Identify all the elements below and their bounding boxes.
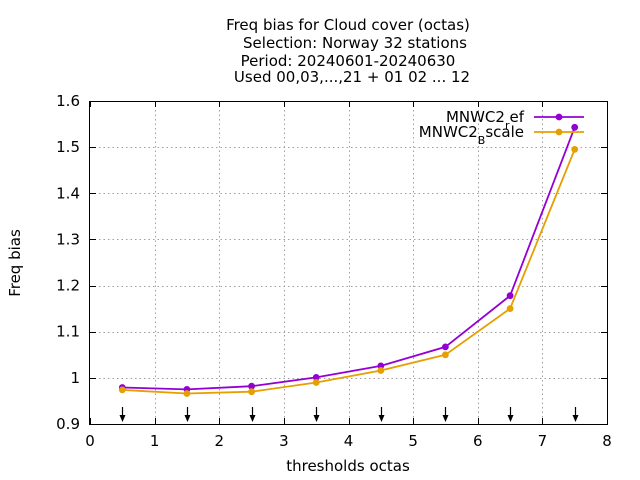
y-tick-label: 1.2 xyxy=(56,277,80,295)
title-line-3: Period: 20240601-20240630 xyxy=(241,52,456,70)
arrow-head xyxy=(378,415,385,422)
data-point xyxy=(118,386,126,394)
data-point xyxy=(312,374,320,381)
x-tick-label: 7 xyxy=(538,432,548,450)
series-line xyxy=(122,126,576,391)
down-arrow-marker xyxy=(442,407,449,422)
arrow-head xyxy=(184,415,191,422)
legend-rest: scale xyxy=(485,123,524,141)
x-tick-label: 3 xyxy=(279,432,289,450)
tick-labels: 0 1 2 3 4 5 6 7 8 0.9 1 1.1 1.2 1.3 1.4 1.5 1.6 xyxy=(56,92,612,450)
legend-swatch-point xyxy=(555,128,563,136)
data-point xyxy=(571,146,579,153)
x-tick-label: 4 xyxy=(344,432,354,450)
series-1 xyxy=(118,123,579,393)
grid-lines xyxy=(90,101,607,424)
arrow-head xyxy=(313,415,320,422)
data-point xyxy=(442,343,449,351)
down-arrow-marker xyxy=(572,407,579,422)
series-2 xyxy=(118,146,579,397)
legend-swatch-point xyxy=(555,113,563,121)
arrow-head xyxy=(442,415,449,422)
data-point xyxy=(248,382,256,390)
legend-rest: ef xyxy=(509,108,524,126)
legend-subscript: B xyxy=(478,134,486,147)
y-tick-label: 1.4 xyxy=(56,184,80,202)
y-tick-label: 1.3 xyxy=(56,230,80,248)
down-arrow-marker xyxy=(507,407,514,422)
plot-frame xyxy=(89,101,608,425)
data-point xyxy=(506,292,514,300)
x-tick-label: 6 xyxy=(473,432,483,450)
threshold-arrows xyxy=(119,407,579,422)
legend-main: MNWC2 xyxy=(419,123,478,141)
legend-label: MNWC2ref xyxy=(446,108,525,132)
title-line-1: Freq bias for Cloud cover (octas) xyxy=(226,16,470,34)
down-arrow-marker xyxy=(378,407,385,422)
data-point xyxy=(248,388,256,396)
arrow-head xyxy=(249,415,256,422)
x-tick-label: 1 xyxy=(150,432,160,450)
x-tick-label: 0 xyxy=(85,432,95,450)
arrow-head xyxy=(507,415,514,422)
down-arrow-marker xyxy=(313,407,320,422)
down-arrow-marker xyxy=(184,407,191,422)
legend-subscript: r xyxy=(505,119,510,132)
chart-title: Freq bias for Cloud cover (octas) Select… xyxy=(226,16,470,86)
series-layer xyxy=(118,123,579,397)
y-tick-label: 1 xyxy=(70,369,80,387)
x-tick-label: 2 xyxy=(214,432,224,450)
data-point xyxy=(506,305,514,312)
data-point xyxy=(571,123,579,131)
series-line xyxy=(122,149,576,395)
legend-item-1: MNWC2ref xyxy=(446,108,584,132)
x-tick-label: 8 xyxy=(602,432,612,450)
y-tick-label: 1.5 xyxy=(56,138,80,156)
y-axis-label: Freq bias xyxy=(6,229,24,297)
legend-main: MNWC2 xyxy=(446,108,505,126)
y-tick-label: 1.6 xyxy=(56,92,80,110)
arrow-head xyxy=(572,415,579,422)
data-point xyxy=(377,367,385,374)
arrow-head xyxy=(119,415,126,422)
down-arrow-marker xyxy=(119,407,126,422)
y-tick-label: 1.1 xyxy=(56,323,80,341)
title-line-4: Used 00,03,...,21 + 01 02 ... 12 xyxy=(234,68,470,86)
data-point xyxy=(442,351,449,359)
down-arrow-marker xyxy=(249,407,256,422)
x-axis-label: thresholds octas xyxy=(286,457,410,475)
data-point xyxy=(183,390,191,397)
legend-label: MNWC2Bscale xyxy=(419,123,524,147)
legend-item-2: MNWC2Bscale xyxy=(419,123,584,147)
data-point xyxy=(312,379,320,386)
x-tick-label: 5 xyxy=(408,432,418,450)
title-line-2: Selection: Norway 32 stations xyxy=(243,34,467,52)
y-tick-label: 0.9 xyxy=(56,415,80,433)
